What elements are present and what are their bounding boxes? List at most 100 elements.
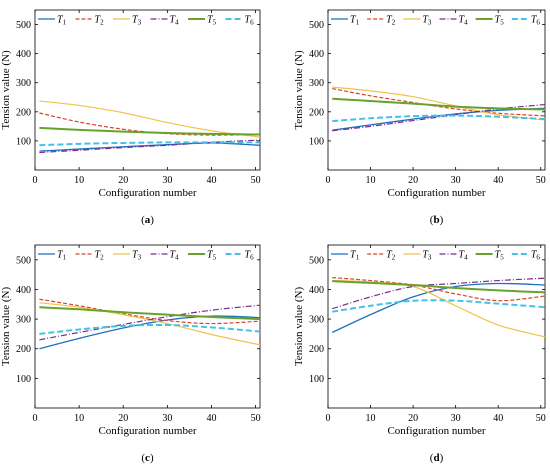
series-line-t3 <box>39 100 261 138</box>
y-tick-label: 400 <box>309 285 324 296</box>
series-line-t4 <box>332 277 546 310</box>
series-line-t5 <box>332 280 546 294</box>
series-line-t2 <box>39 298 261 325</box>
x-tick-label: 10 <box>74 413 84 424</box>
series-line-t6 <box>332 114 546 123</box>
y-tick-label: 500 <box>16 255 31 266</box>
x-axis-label: Configuration number <box>98 425 196 437</box>
legend-label-t1: T1 <box>57 250 67 262</box>
legend-label-t1: T1 <box>350 15 360 27</box>
y-tick-label: 400 <box>16 49 31 60</box>
x-tick-label: 30 <box>162 175 172 186</box>
y-tick-label: 500 <box>309 20 324 31</box>
x-tick-label: 40 <box>493 175 503 186</box>
legend-label-t6: T6 <box>245 250 255 262</box>
x-tick-label: 10 <box>366 175 376 186</box>
y-axis-label: Tension value (N) <box>293 50 305 130</box>
legend-label-t3: T3 <box>422 250 432 262</box>
series-line-t6 <box>332 299 546 313</box>
chart-panel-c: 0 10 20 30 40 50 100 200 300 400 500 Configuration … <box>0 244 261 464</box>
legend-label-t3: T3 <box>132 250 142 262</box>
legend-label-t1: T1 <box>57 15 67 27</box>
y-tick-label: 100 <box>309 374 324 385</box>
panel-caption: (b) <box>430 214 444 226</box>
series-line-t5 <box>332 97 546 111</box>
legend-label-t2: T2 <box>386 15 396 27</box>
x-tick-label: 10 <box>366 413 376 424</box>
x-tick-label: 10 <box>74 175 84 186</box>
y-tick-label: 200 <box>16 344 31 355</box>
y-tick-label: 300 <box>16 315 31 326</box>
y-tick-label: 400 <box>309 49 324 60</box>
x-tick-label: 20 <box>408 413 418 424</box>
y-axis-label: Tension value (N) <box>293 287 305 367</box>
legend-label-t4: T4 <box>170 250 180 262</box>
x-tick-label: 30 <box>451 413 461 424</box>
x-tick-label: 20 <box>408 175 418 186</box>
series-line-t5 <box>39 306 261 321</box>
panel-caption: (c) <box>141 452 154 464</box>
legend-label-t2: T2 <box>95 15 105 27</box>
chart-panel-a: 0 10 20 30 40 50 100 200 300 400 500 Configuration … <box>0 9 261 226</box>
x-tick-label: 40 <box>493 413 503 424</box>
plot-frame <box>34 244 261 409</box>
series-line-t6 <box>39 323 261 335</box>
legend-label-t4: T4 <box>459 250 469 262</box>
legend-label-t2: T2 <box>386 250 396 262</box>
y-tick-label: 500 <box>16 20 31 31</box>
plot-frame <box>327 9 546 171</box>
legend-label-t6: T6 <box>245 15 255 27</box>
y-tick-label: 300 <box>309 78 324 89</box>
series-line-t5 <box>39 126 261 136</box>
series-line-t1 <box>39 315 261 350</box>
legend-label-t6: T6 <box>531 250 541 262</box>
x-tick-label: 30 <box>162 413 172 424</box>
x-tick-label: 0 <box>326 175 331 186</box>
x-tick-label: 0 <box>326 413 331 424</box>
x-tick-label: 40 <box>206 175 216 186</box>
panel-caption: (d) <box>430 452 444 464</box>
y-tick-label: 300 <box>16 78 31 89</box>
chart-panel-b: 0 10 20 30 40 50 100 200 300 400 500 Configuration … <box>293 9 546 226</box>
chart-panel-d: 0 10 20 30 40 50 100 200 300 400 500 Configuration … <box>293 244 546 464</box>
x-tick-label: 20 <box>118 175 128 186</box>
plot-frame <box>327 244 546 409</box>
x-tick-label: 30 <box>451 175 461 186</box>
series-line-t3 <box>39 302 261 346</box>
x-axis-label: Configuration number <box>387 425 485 437</box>
series-line-t2 <box>39 112 261 136</box>
y-tick-label: 200 <box>309 107 324 118</box>
y-tick-label: 100 <box>309 136 324 147</box>
x-axis-label: Configuration number <box>387 187 485 199</box>
y-tick-label: 300 <box>309 315 324 326</box>
x-tick-label: 50 <box>251 175 261 186</box>
x-tick-label: 50 <box>251 413 261 424</box>
x-tick-label: 50 <box>536 413 546 424</box>
legend-label-t5: T5 <box>495 15 505 27</box>
legend-label-t6: T6 <box>531 15 541 27</box>
legend-label-t5: T5 <box>495 250 505 262</box>
series-line-t4 <box>39 304 261 341</box>
series-line-t3 <box>332 279 546 338</box>
series-line-t1 <box>331 282 546 334</box>
series-line-t3 <box>332 86 546 121</box>
y-tick-label: 200 <box>309 344 324 355</box>
legend-label-t5: T5 <box>207 250 217 262</box>
series-line-t4 <box>332 103 546 132</box>
legend-label-t5: T5 <box>207 15 217 27</box>
x-axis-label: Configuration number <box>98 187 196 199</box>
y-axis-label: Tension value (N) <box>0 50 12 130</box>
y-axis-label: Tension value (N) <box>0 287 12 367</box>
series-line-t2 <box>332 277 546 302</box>
y-tick-label: 100 <box>16 374 31 385</box>
legend-label-t3: T3 <box>422 15 432 27</box>
x-tick-label: 40 <box>206 413 216 424</box>
legend-label-t4: T4 <box>170 15 180 27</box>
legend-label-t2: T2 <box>95 250 105 262</box>
y-tick-label: 100 <box>16 136 31 147</box>
y-tick-label: 200 <box>16 107 31 118</box>
plot-frame <box>34 9 261 171</box>
x-tick-label: 50 <box>536 175 546 186</box>
panel-caption: (a) <box>141 214 154 226</box>
